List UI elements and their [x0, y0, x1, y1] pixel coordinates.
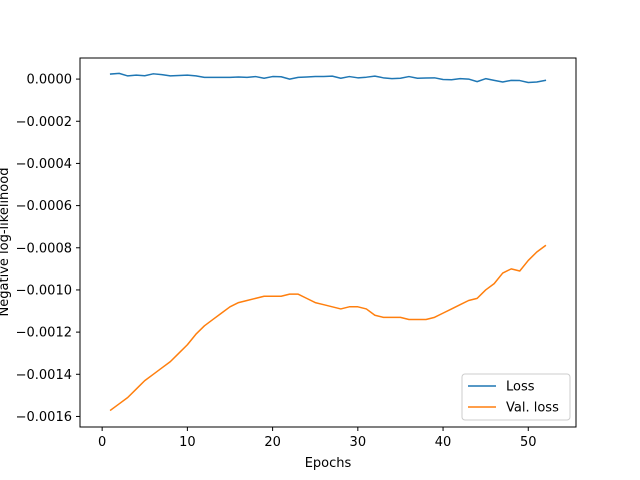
- x-axis-title: Epochs: [305, 456, 352, 471]
- y-tick-label: −0.0006: [16, 199, 72, 214]
- x-tick-label: 50: [520, 435, 537, 450]
- y-tick-label: −0.0002: [16, 115, 72, 130]
- y-axis-title: Negative log-likelihood: [0, 168, 12, 317]
- y-tick-label: −0.0016: [16, 410, 72, 425]
- series-line-val-loss: [109, 244, 547, 412]
- legend-label-val-loss: Val. loss: [506, 401, 559, 416]
- axes: 0 10 20 30 40 50 −0.0016 −0.0014 −0.0012 −0.0010 −…: [16, 57, 577, 450]
- x-tick-label: 40: [435, 435, 452, 450]
- x-tick-label: 0: [98, 435, 106, 450]
- legend-label-loss: Loss: [506, 380, 535, 395]
- y-tick-label: −0.0008: [16, 241, 72, 256]
- x-tick-label: 30: [350, 435, 367, 450]
- y-tick-label: −0.0014: [16, 368, 72, 383]
- axes-frame: [79, 57, 577, 428]
- series-line-loss: [109, 72, 547, 84]
- y-tick-label: −0.0004: [16, 157, 72, 172]
- x-tick-label: 10: [179, 435, 196, 450]
- y-tick-label: −0.0010: [16, 283, 72, 298]
- y-tick-label: 0.0000: [27, 73, 73, 88]
- legend: Loss Val. loss: [461, 373, 571, 421]
- y-tick-label: −0.0012: [16, 326, 72, 341]
- x-tick-label: 20: [264, 435, 281, 450]
- plot-area: [109, 72, 547, 412]
